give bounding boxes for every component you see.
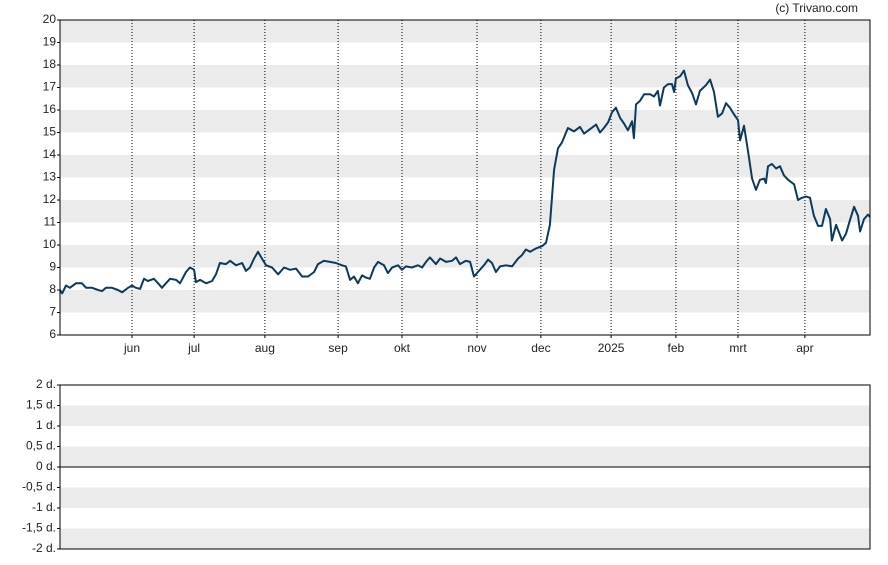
y-tick-label: 10 [43, 237, 57, 251]
y-tick-label: -1,5 d. [22, 521, 56, 535]
y-tick-label: 7 [49, 305, 56, 319]
y-tick-label: 15 [43, 125, 57, 139]
x-tick-label: dec [531, 341, 550, 355]
grid-band [60, 446, 870, 467]
y-tick-label: 18 [43, 57, 57, 71]
y-tick-label: 12 [43, 192, 57, 206]
grid-band [60, 405, 870, 426]
x-tick-label: feb [668, 341, 685, 355]
x-tick-label: apr [796, 341, 813, 355]
y-tick-label: 16 [43, 102, 57, 116]
grid-band [60, 20, 870, 43]
grid-band [60, 245, 870, 268]
y-tick-label: 0,5 d. [26, 439, 56, 453]
y-tick-label: -0,5 d. [22, 480, 56, 494]
x-tick-label: sep [328, 341, 348, 355]
y-tick-label: -2 d. [32, 541, 56, 555]
y-tick-label: 1 d. [36, 418, 56, 432]
grid-band [60, 65, 870, 88]
grid-band [60, 487, 870, 508]
plot-frame [59, 384, 871, 550]
grid-band [60, 290, 870, 313]
y-tick-label: 17 [43, 80, 57, 94]
y-tick-label: 0 d. [36, 459, 56, 473]
y-tick-label: 13 [43, 170, 57, 184]
y-tick-label: 19 [43, 35, 57, 49]
x-tick-label: jun [123, 341, 140, 355]
y-tick-label: 2 d. [36, 377, 56, 391]
x-tick-label: mrt [729, 341, 747, 355]
y-tick-label: 9 [49, 260, 56, 274]
plot-frame [59, 19, 871, 336]
x-tick-label: okt [394, 341, 411, 355]
grid-band [60, 110, 870, 133]
y-tick-label: 1,5 d. [26, 398, 56, 412]
x-tick-label: jul [187, 341, 200, 355]
y-tick-label: 20 [43, 12, 57, 26]
y-tick-label: -1 d. [32, 500, 56, 514]
grid-band [60, 200, 870, 223]
y-tick-label: 8 [49, 282, 56, 296]
x-tick-label: 2025 [598, 341, 625, 355]
y-tick-label: 6 [49, 327, 56, 341]
grid-band [60, 528, 870, 549]
y-tick-label: 11 [44, 215, 57, 229]
x-tick-label: aug [255, 341, 275, 355]
grid-band [60, 155, 870, 178]
y-tick-label: 14 [43, 147, 57, 161]
x-tick-label: nov [467, 341, 486, 355]
source-credit: (c) Trivano.com [775, 1, 858, 15]
price-line [59, 69, 871, 295]
